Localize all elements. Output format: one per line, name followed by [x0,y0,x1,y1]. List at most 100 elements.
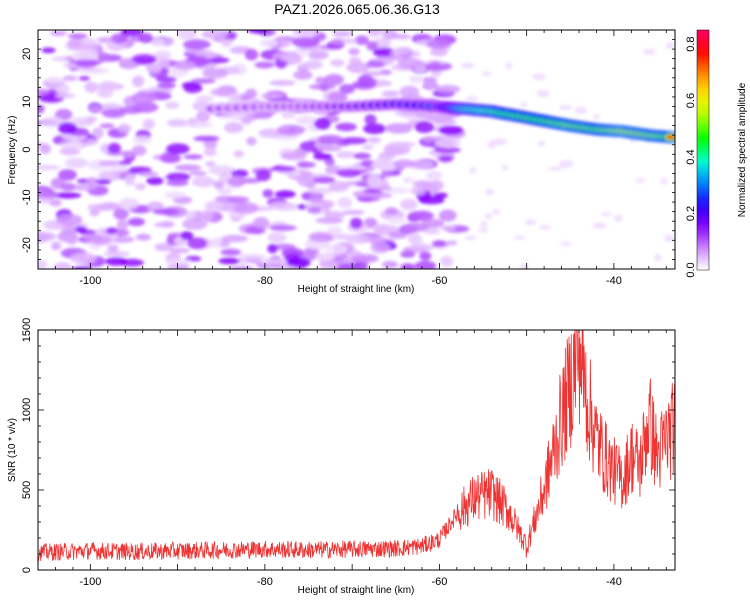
bottom-y-axis-label: SNR (10 * v/v) [7,418,18,482]
heatmap-cell [160,38,174,47]
heatmap-cell [407,210,434,221]
heatmap-cell [297,175,318,188]
heatmap-cell [392,46,412,56]
heatmap-cell [173,60,197,71]
heatmap-cell [387,216,406,225]
heatmap-cell [346,62,370,74]
heatmap-cell [244,254,266,260]
heatmap-cell [260,93,283,99]
chart-title: PAZ1.2026.065.06.36.G13 [274,1,440,17]
heatmap-cell [536,89,550,98]
top-x-axis-label: Height of straight line (km) [298,284,415,295]
heatmap-cell [70,252,97,265]
heatmap-cell [281,111,296,119]
heatmap-cell [313,176,336,184]
top-y-axis: -20 -10 0 10 20 [21,29,675,270]
heatmap-cell [174,164,202,171]
heatmap-cell [433,118,457,126]
heatmap-cell [50,30,67,36]
heatmap-cell [127,217,145,227]
heatmap-cell [89,209,100,217]
heatmap-cell [201,30,229,39]
heatmap-cell [478,227,489,233]
heatmap-cell [315,217,344,224]
top-y-tick-label: 0 [21,146,33,152]
heatmap-cell [220,248,242,256]
heatmap-cell [165,172,191,182]
heatmap-cell [269,80,296,86]
heatmap-cell [40,116,65,128]
heatmap-cell [330,38,346,46]
heatmap-cell [393,159,415,168]
heatmap-cell [270,166,297,172]
colorbar-tick-label: 0.0 [685,262,697,277]
colorbar-tick-label: 0.2 [685,206,697,221]
heatmap-cell [593,222,607,229]
heatmap-cell [362,144,374,151]
heatmap-cell [291,37,320,48]
heatmap-cell [423,77,437,87]
heatmap-cell [183,83,203,94]
snr-series-line [38,330,675,562]
bottom-x-axis-label: Height of straight line (km) [298,585,415,596]
heatmap-cell [38,165,61,170]
heatmap-cell [324,210,345,219]
heatmap-cell [286,257,311,268]
heatmap-cell [438,209,457,222]
heatmap-cell [56,214,83,226]
heatmap-cell [252,217,270,229]
heatmap-cell [267,232,287,243]
heatmap-cell [277,124,304,136]
heatmap-cell [199,210,214,222]
heatmap-cell [421,218,445,229]
heatmap-cell [195,95,214,103]
heatmap-cell [414,121,434,133]
heatmap-cell [152,208,180,215]
heatmap-cell [213,180,225,190]
heatmap-cell [367,30,383,37]
bottom-x-tick-label: -40 [606,576,622,588]
heatmap-cell [245,88,258,99]
heatmap-cell [439,155,453,162]
heatmap-cell [84,81,99,93]
heatmap-cell [45,77,67,83]
heatmap-cell [384,207,399,215]
heatmap-cell [259,39,278,47]
heatmap-cell [159,153,182,164]
bottom-y-tick-label: 500 [21,481,33,499]
heatmap-cell [337,263,354,269]
heatmap-cell [303,60,323,70]
heatmap-cell [57,122,78,134]
heatmap-cell [438,125,464,135]
heatmap-cell [124,174,136,186]
heatmap-cell [106,41,126,51]
heatmap-cell [532,73,546,81]
heatmap-cell [664,234,675,242]
heatmap-cell [435,84,461,94]
heatmap-cell [110,33,128,44]
heatmap-cell [244,48,259,61]
heatmap-cell [231,169,249,178]
heatmap-cell [119,59,137,69]
heatmap-cell [191,176,215,188]
heatmap-cell [520,263,529,269]
heatmap-cell [465,96,479,102]
heatmap-cell [524,219,537,226]
heatmap-cell [315,252,336,261]
heatmap-cell [165,101,180,110]
heatmap-cell [233,202,259,215]
heatmap-cell [165,258,192,265]
heatmap-cell [426,40,452,49]
heatmap-cell [156,76,177,83]
heatmap-cell [183,39,211,50]
heatmap-cell [97,52,111,63]
heatmap-cell [341,38,358,44]
heatmap-cell [614,214,623,223]
heatmap-cell [660,177,668,185]
heatmap-cell [86,177,98,186]
heatmap-cell [58,169,77,181]
heatmap-cell [501,165,508,171]
heatmap-cell [176,30,198,40]
top-x-tick-label: -60 [431,275,447,287]
heatmap-cell [269,224,297,232]
